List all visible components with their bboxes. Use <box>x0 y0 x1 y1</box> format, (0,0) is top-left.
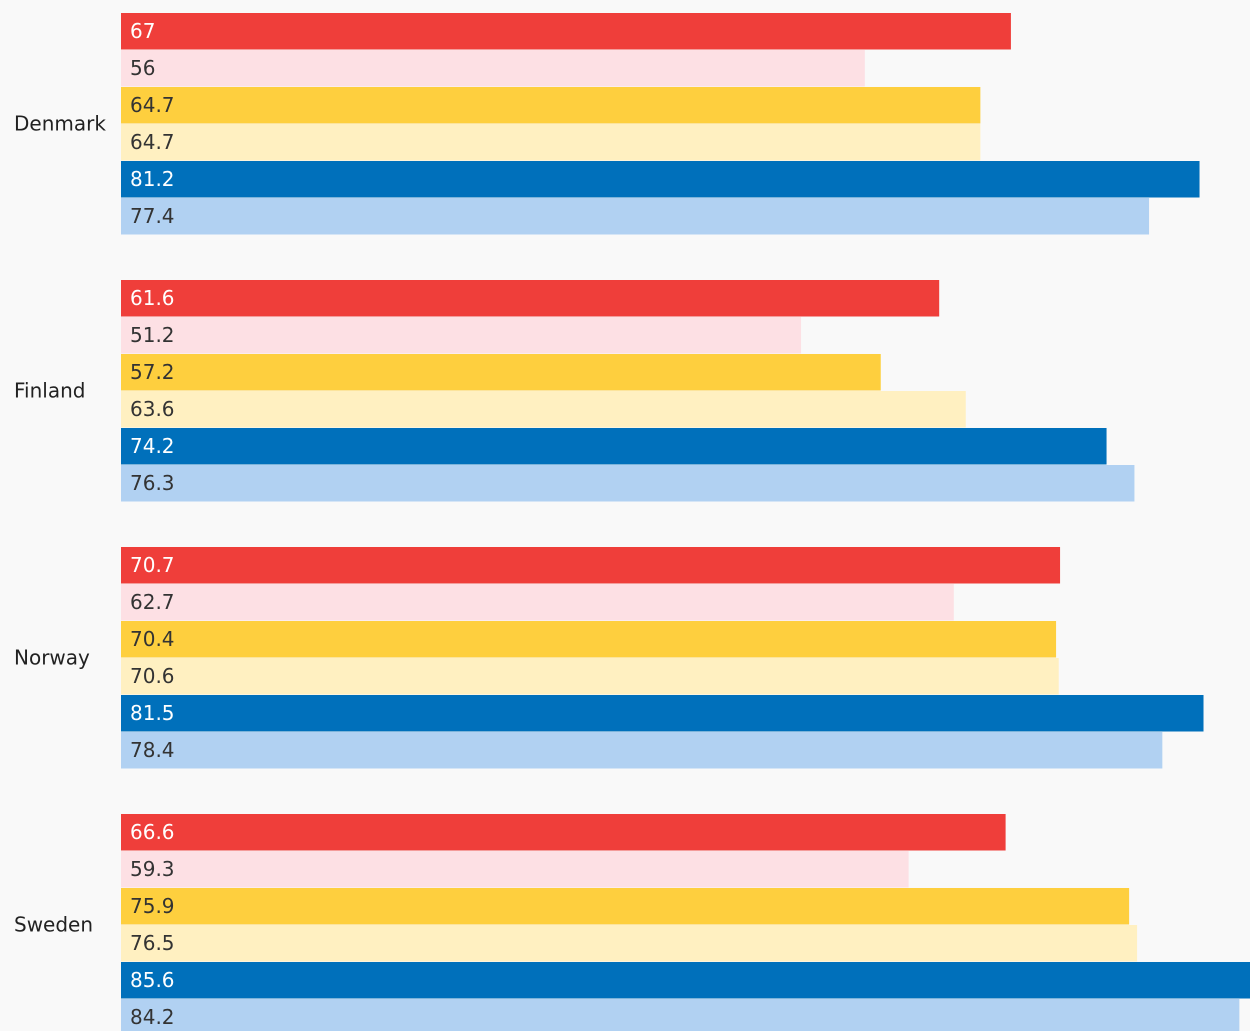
bar <box>121 124 981 161</box>
bar <box>121 962 1250 999</box>
bar <box>121 732 1163 769</box>
bar <box>121 547 1061 584</box>
bar <box>121 161 1200 198</box>
value-label: 70.6 <box>130 664 175 688</box>
bar <box>121 658 1059 695</box>
value-label: 76.3 <box>130 471 175 495</box>
bar <box>121 354 881 391</box>
bar <box>121 50 865 87</box>
value-label: 78.4 <box>130 738 175 762</box>
bar <box>121 87 981 124</box>
value-label: 67 <box>130 19 155 43</box>
bar <box>121 999 1240 1031</box>
value-label: 57.2 <box>130 360 175 384</box>
value-label: 84.2 <box>130 1005 175 1029</box>
bar <box>121 317 802 354</box>
value-label: 75.9 <box>130 894 175 918</box>
bar <box>121 280 940 317</box>
category-label: Denmark <box>14 112 106 136</box>
bar <box>121 391 966 428</box>
category-label: Finland <box>14 379 85 403</box>
bar <box>121 925 1138 962</box>
category-label: Sweden <box>14 913 93 937</box>
value-label: 76.5 <box>130 931 175 955</box>
bar <box>121 198 1150 235</box>
value-label: 51.2 <box>130 323 175 347</box>
value-label: 77.4 <box>130 204 175 228</box>
value-label: 70.7 <box>130 553 175 577</box>
value-label: 74.2 <box>130 434 175 458</box>
bar <box>121 851 909 888</box>
value-label: 70.4 <box>130 627 175 651</box>
value-label: 62.7 <box>130 590 175 614</box>
bar <box>121 465 1135 502</box>
value-label: 81.2 <box>130 167 175 191</box>
value-label: 81.5 <box>130 701 175 725</box>
value-label: 56 <box>130 56 155 80</box>
value-label: 64.7 <box>130 130 175 154</box>
value-label: 61.6 <box>130 286 175 310</box>
category-label: Norway <box>14 646 90 670</box>
bar <box>121 888 1130 925</box>
bar <box>121 428 1107 465</box>
bar <box>121 814 1006 851</box>
bar <box>121 621 1057 658</box>
bar <box>121 13 1011 50</box>
value-label: 59.3 <box>130 857 175 881</box>
value-label: 85.6 <box>130 968 175 992</box>
value-label: 64.7 <box>130 93 175 117</box>
value-label: 63.6 <box>130 397 175 421</box>
bar <box>121 584 954 621</box>
bar <box>121 695 1204 732</box>
value-label: 66.6 <box>130 820 175 844</box>
